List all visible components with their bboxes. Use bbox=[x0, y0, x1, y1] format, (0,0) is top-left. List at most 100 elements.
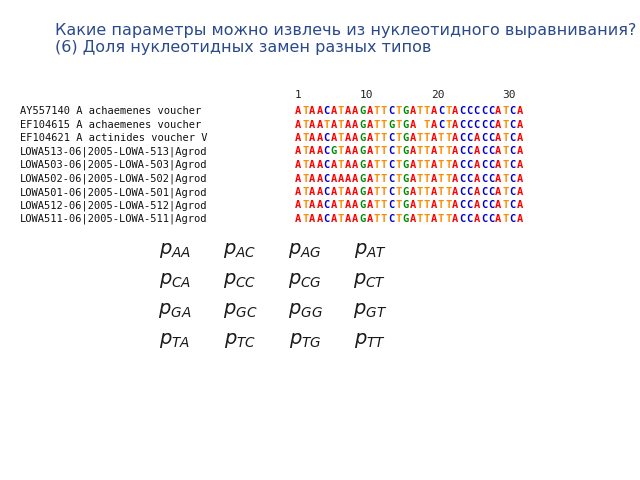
Text: C: C bbox=[460, 133, 466, 143]
Text: A: A bbox=[331, 120, 337, 130]
Text: A: A bbox=[309, 146, 316, 156]
Text: A: A bbox=[452, 133, 458, 143]
Text: A: A bbox=[516, 214, 523, 224]
Text: A: A bbox=[352, 133, 358, 143]
Text: C: C bbox=[481, 214, 487, 224]
Text: C: C bbox=[324, 106, 330, 116]
Text: $p_{AA}$: $p_{AA}$ bbox=[159, 240, 191, 260]
Text: A: A bbox=[367, 106, 372, 116]
Text: A: A bbox=[431, 187, 437, 197]
Text: G: G bbox=[359, 120, 365, 130]
Text: A: A bbox=[452, 106, 458, 116]
Text: A: A bbox=[410, 133, 415, 143]
Text: A: A bbox=[474, 201, 480, 211]
Text: T: T bbox=[438, 187, 444, 197]
Text: A: A bbox=[345, 120, 351, 130]
Text: C: C bbox=[467, 173, 473, 183]
Text: G: G bbox=[359, 173, 365, 183]
Text: T: T bbox=[438, 160, 444, 170]
Text: T: T bbox=[502, 146, 509, 156]
Text: T: T bbox=[395, 201, 401, 211]
Text: A: A bbox=[452, 214, 458, 224]
Text: C: C bbox=[488, 201, 494, 211]
Text: T: T bbox=[374, 187, 380, 197]
Text: A: A bbox=[516, 173, 523, 183]
Text: A: A bbox=[331, 187, 337, 197]
Text: T: T bbox=[381, 160, 387, 170]
Text: C: C bbox=[474, 106, 480, 116]
Text: A: A bbox=[345, 214, 351, 224]
Text: T: T bbox=[417, 146, 423, 156]
Text: T: T bbox=[417, 214, 423, 224]
Text: C: C bbox=[388, 187, 394, 197]
Text: A: A bbox=[295, 120, 301, 130]
Text: AY557140 A achaemenes voucher: AY557140 A achaemenes voucher bbox=[20, 106, 201, 116]
Text: T: T bbox=[381, 201, 387, 211]
Text: C: C bbox=[488, 106, 494, 116]
Text: C: C bbox=[481, 106, 487, 116]
Text: T: T bbox=[381, 214, 387, 224]
Text: A: A bbox=[309, 133, 316, 143]
Text: T: T bbox=[502, 187, 509, 197]
Text: LOWA503-06|2005-LOWA-503|Agrod: LOWA503-06|2005-LOWA-503|Agrod bbox=[20, 160, 207, 170]
Text: G: G bbox=[403, 214, 408, 224]
Text: C: C bbox=[474, 120, 480, 130]
Text: T: T bbox=[438, 201, 444, 211]
Text: A: A bbox=[474, 173, 480, 183]
Text: A: A bbox=[331, 201, 337, 211]
Text: C: C bbox=[488, 187, 494, 197]
Text: G: G bbox=[403, 187, 408, 197]
Text: T: T bbox=[445, 187, 451, 197]
Text: A: A bbox=[431, 106, 437, 116]
Text: T: T bbox=[302, 173, 308, 183]
Text: G: G bbox=[403, 120, 408, 130]
Text: A: A bbox=[431, 214, 437, 224]
Text: A: A bbox=[295, 133, 301, 143]
Text: T: T bbox=[445, 214, 451, 224]
Text: T: T bbox=[424, 120, 430, 130]
Text: A: A bbox=[495, 133, 502, 143]
Text: A: A bbox=[352, 173, 358, 183]
Text: G: G bbox=[359, 160, 365, 170]
Text: $p_{CT}$: $p_{CT}$ bbox=[353, 271, 387, 289]
Text: T: T bbox=[445, 201, 451, 211]
Text: A: A bbox=[309, 187, 316, 197]
Text: A: A bbox=[367, 214, 372, 224]
Text: Какие параметры можно извлечь из нуклеотидного выравнивания?: Какие параметры можно извлечь из нуклеот… bbox=[55, 23, 636, 38]
Text: C: C bbox=[509, 160, 516, 170]
Text: G: G bbox=[403, 146, 408, 156]
Text: LOWA511-06|2005-LOWA-511|Agrod: LOWA511-06|2005-LOWA-511|Agrod bbox=[20, 214, 207, 225]
Text: T: T bbox=[374, 201, 380, 211]
Text: A: A bbox=[345, 173, 351, 183]
Text: T: T bbox=[445, 106, 451, 116]
Text: T: T bbox=[302, 187, 308, 197]
Text: A: A bbox=[367, 173, 372, 183]
Text: $p_{GA}$: $p_{GA}$ bbox=[158, 300, 192, 320]
Text: A: A bbox=[331, 106, 337, 116]
Text: A: A bbox=[338, 173, 344, 183]
Text: T: T bbox=[338, 160, 344, 170]
Text: C: C bbox=[488, 146, 494, 156]
Text: G: G bbox=[359, 106, 365, 116]
Text: A: A bbox=[345, 160, 351, 170]
Text: A: A bbox=[516, 106, 523, 116]
Text: A: A bbox=[495, 106, 502, 116]
Text: A: A bbox=[516, 146, 523, 156]
Text: C: C bbox=[438, 120, 444, 130]
Text: C: C bbox=[324, 201, 330, 211]
Text: C: C bbox=[509, 133, 516, 143]
Text: C: C bbox=[467, 106, 473, 116]
Text: A: A bbox=[316, 106, 323, 116]
Text: A: A bbox=[474, 187, 480, 197]
Text: A: A bbox=[516, 160, 523, 170]
Text: A: A bbox=[367, 187, 372, 197]
Text: G: G bbox=[359, 201, 365, 211]
Text: G: G bbox=[403, 160, 408, 170]
Text: C: C bbox=[481, 133, 487, 143]
Text: A: A bbox=[295, 160, 301, 170]
Text: T: T bbox=[381, 133, 387, 143]
Text: T: T bbox=[395, 133, 401, 143]
Text: A: A bbox=[516, 201, 523, 211]
Text: A: A bbox=[295, 173, 301, 183]
Text: 20: 20 bbox=[431, 90, 444, 100]
